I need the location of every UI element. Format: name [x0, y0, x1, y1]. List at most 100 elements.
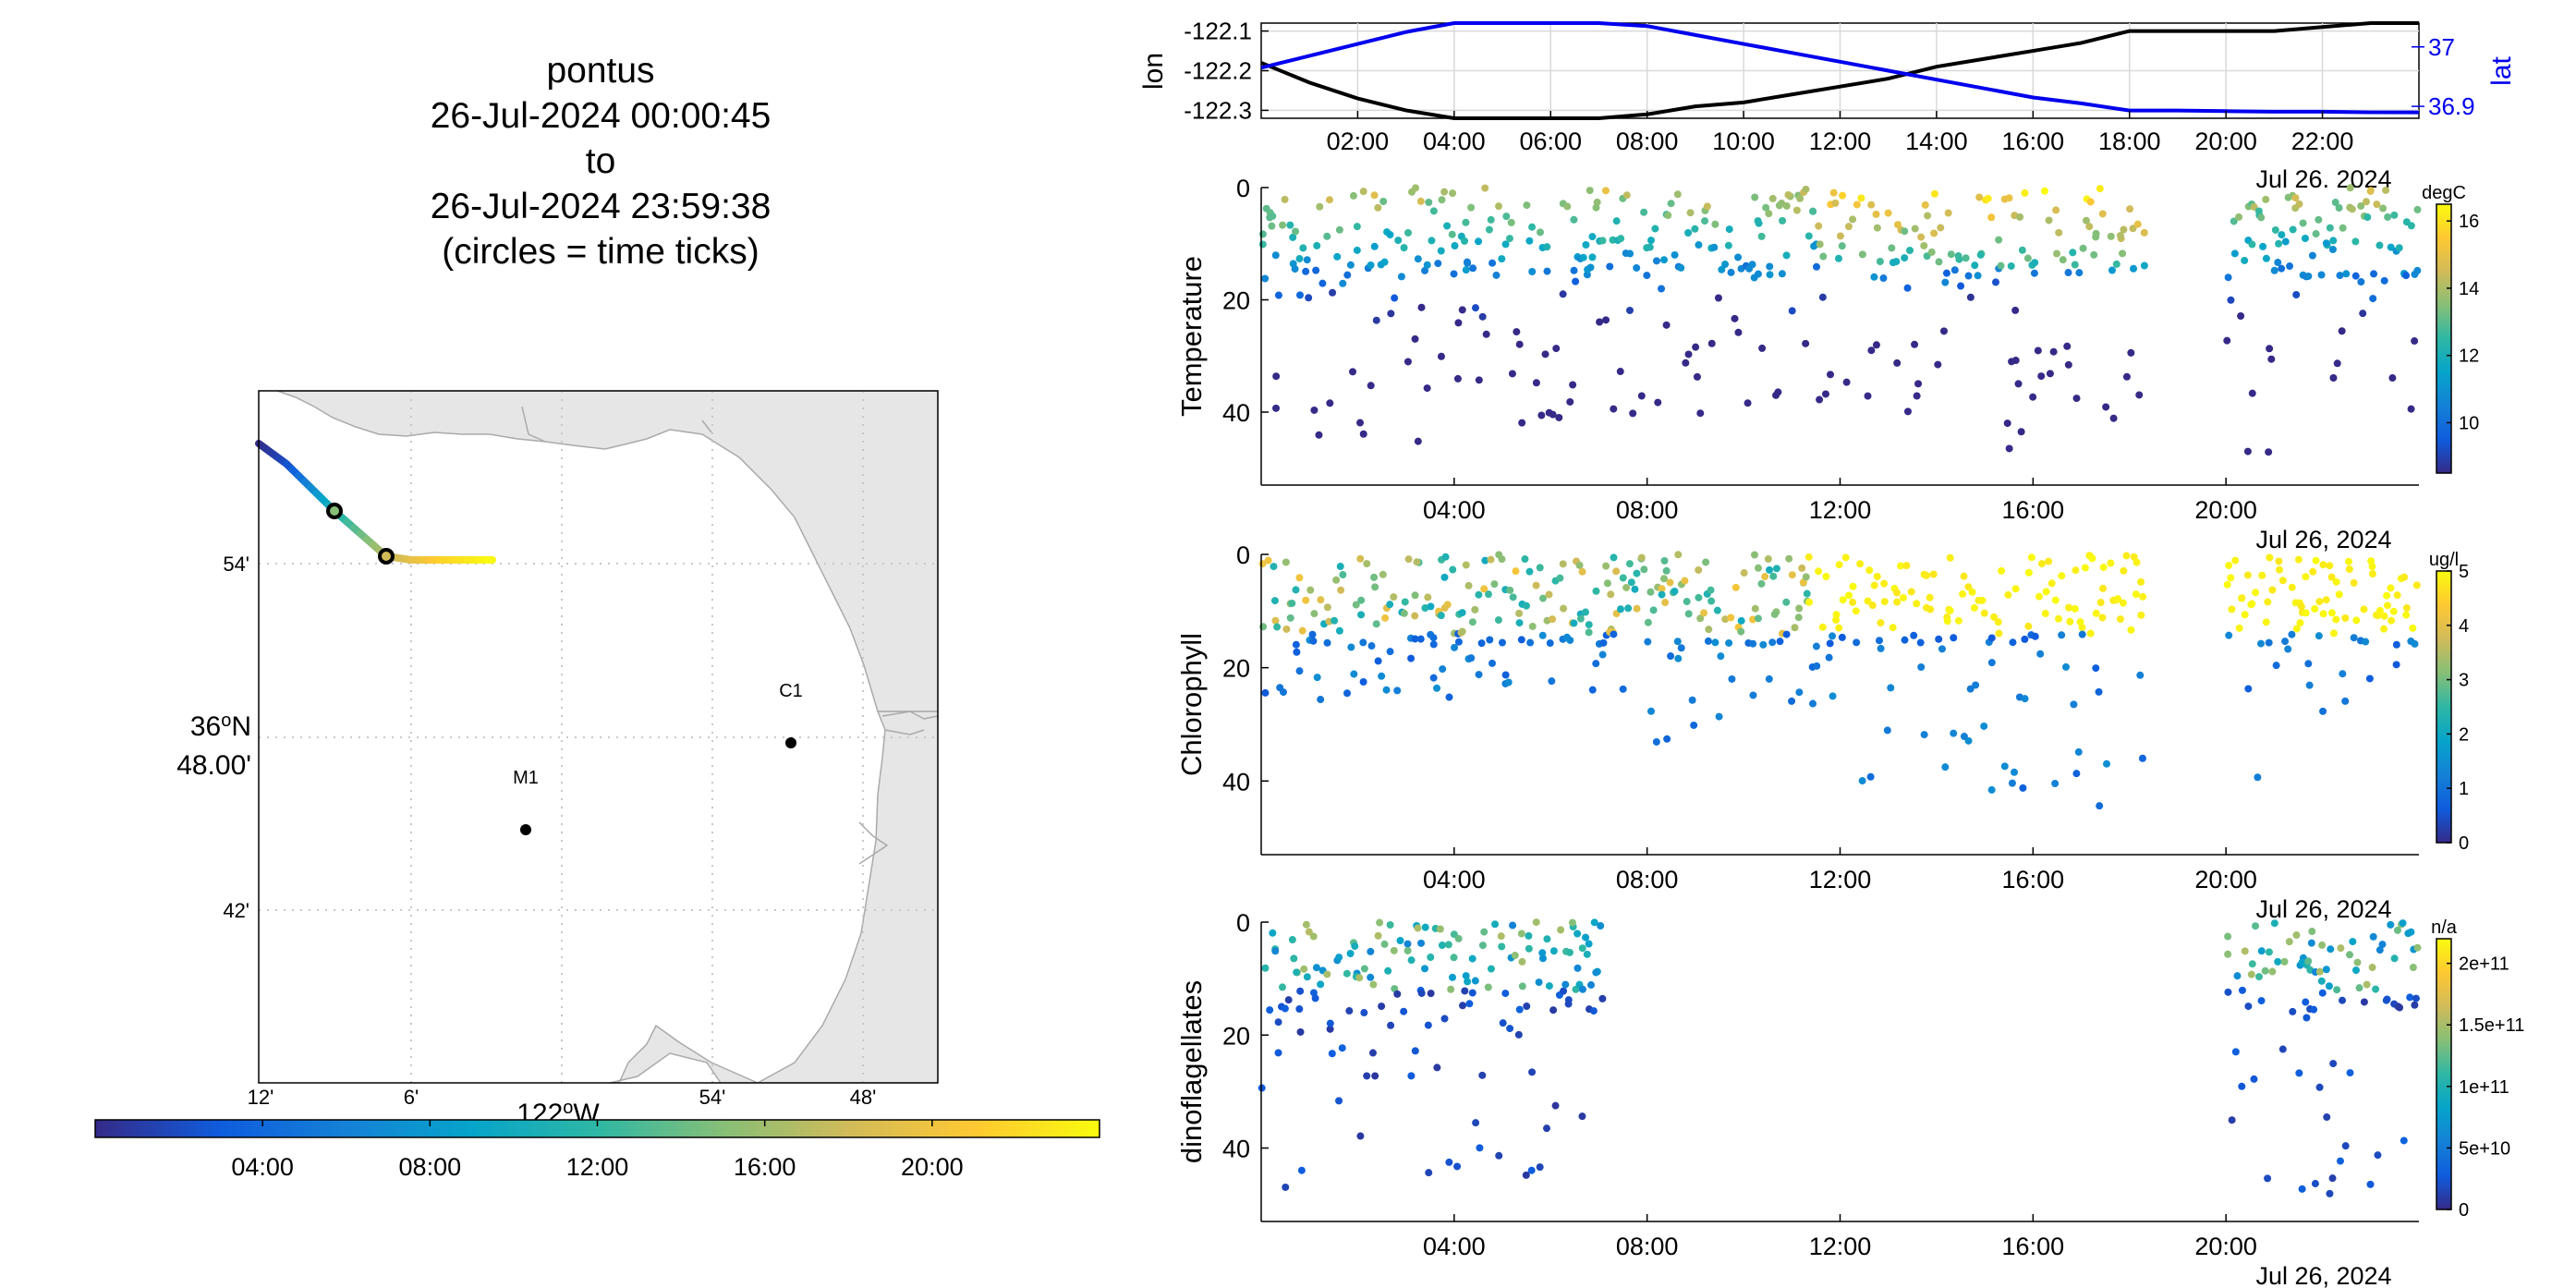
data-point [1662, 566, 1671, 575]
data-point [1990, 613, 1999, 621]
data-point [1391, 294, 1399, 302]
data-point [2318, 989, 2327, 997]
data-point [1902, 562, 1911, 570]
data-point [1543, 243, 1551, 251]
data-point [1849, 215, 1857, 224]
data-point [1312, 266, 1320, 274]
data-point [2368, 569, 2376, 577]
data-point [1667, 200, 1675, 208]
data-point [1281, 1004, 1289, 1013]
data-point [2107, 232, 2115, 240]
data-point [2280, 957, 2289, 966]
y-tick-label: 0 [1236, 909, 1250, 937]
data-point [1274, 1049, 1282, 1057]
data-point [1273, 623, 1282, 631]
data-point [1495, 1151, 1503, 1160]
data-point [1403, 358, 1412, 366]
data-point [1437, 352, 1445, 360]
data-point [2309, 567, 2317, 576]
data-point [1295, 255, 1304, 263]
data-point [1696, 614, 1705, 623]
data-point [1525, 931, 1533, 940]
data-point [1586, 187, 1594, 195]
data-point [2292, 931, 2301, 940]
data-point [1570, 619, 1578, 627]
data-point [2254, 773, 2262, 782]
data-point [1754, 270, 1762, 278]
data-point [1631, 585, 1639, 593]
data-point [2268, 967, 2277, 976]
x-tick-label: 20:00 [2194, 866, 2257, 893]
colorbar-tick-label: 2e+11 [2459, 954, 2509, 975]
data-point [1813, 662, 1821, 670]
data-point [1297, 1166, 1306, 1174]
data-point [1768, 194, 1777, 202]
data-point [1293, 968, 1301, 977]
data-point [1468, 989, 1476, 997]
data-point [1569, 381, 1577, 389]
data-point [2382, 996, 2390, 1004]
data-point [1765, 210, 1773, 218]
data-point [1681, 577, 1689, 585]
data-point [1575, 561, 1584, 569]
data-point [1374, 203, 1382, 212]
data-point [2009, 638, 2017, 647]
data-point [1944, 209, 1952, 217]
data-point [2133, 220, 2142, 228]
data-point [2412, 581, 2421, 589]
data-point [2244, 1002, 2253, 1011]
data-point [1586, 263, 1595, 272]
data-point [1682, 358, 1690, 367]
data-point [1893, 221, 1902, 229]
data-point [1323, 638, 1331, 647]
data-point [1317, 596, 1325, 604]
data-point [1370, 191, 1379, 200]
data-point [1588, 686, 1597, 694]
data-point [2224, 932, 2232, 941]
data-point [1311, 994, 1319, 1002]
data-point [1485, 225, 1493, 234]
panel-ylabel: Chlorophyll [1175, 633, 1208, 776]
data-point [2345, 557, 2353, 565]
data-point [1758, 344, 1767, 352]
data-point [1766, 565, 1774, 574]
data-point [1633, 263, 1641, 272]
data-point [1782, 201, 1791, 210]
data-point [2348, 205, 2356, 213]
data-point [1313, 241, 1321, 249]
data-point [1841, 553, 1850, 562]
data-point [2047, 579, 2056, 588]
data-point [2103, 759, 2111, 768]
y-tick-label: 40 [1222, 768, 1250, 796]
data-point [1465, 1000, 1474, 1008]
data-point [1326, 399, 1334, 407]
data-point [2011, 585, 2020, 593]
data-point [2079, 244, 2087, 252]
data-point [1318, 279, 1327, 287]
data-point [2409, 624, 2417, 632]
data-point [1303, 256, 1311, 264]
data-point [1400, 244, 1408, 252]
station-m1-marker [520, 824, 531, 835]
data-point [1367, 973, 1375, 981]
nav-x-tick-label: 08:00 [1616, 128, 1679, 155]
data-point [1417, 303, 1426, 311]
nav-x-tick-label: 10:00 [1712, 128, 1775, 155]
data-point [1651, 225, 1659, 233]
data-point [1424, 1021, 1432, 1029]
data-point [1357, 596, 1366, 604]
data-point [1309, 932, 1318, 941]
y-tick-label: 0 [1236, 541, 1250, 569]
data-point [2376, 606, 2384, 614]
data-point [1987, 634, 1996, 642]
date-label: Jul 26, 2024 [2255, 1262, 2391, 1288]
data-point [1770, 610, 1779, 618]
data-point [2007, 261, 2015, 270]
data-point [1454, 934, 1463, 942]
data-point [1818, 293, 1827, 301]
data-point [1526, 638, 1535, 647]
data-point [2413, 205, 2422, 213]
data-point [1543, 1124, 1551, 1133]
data-point [1441, 553, 1450, 561]
